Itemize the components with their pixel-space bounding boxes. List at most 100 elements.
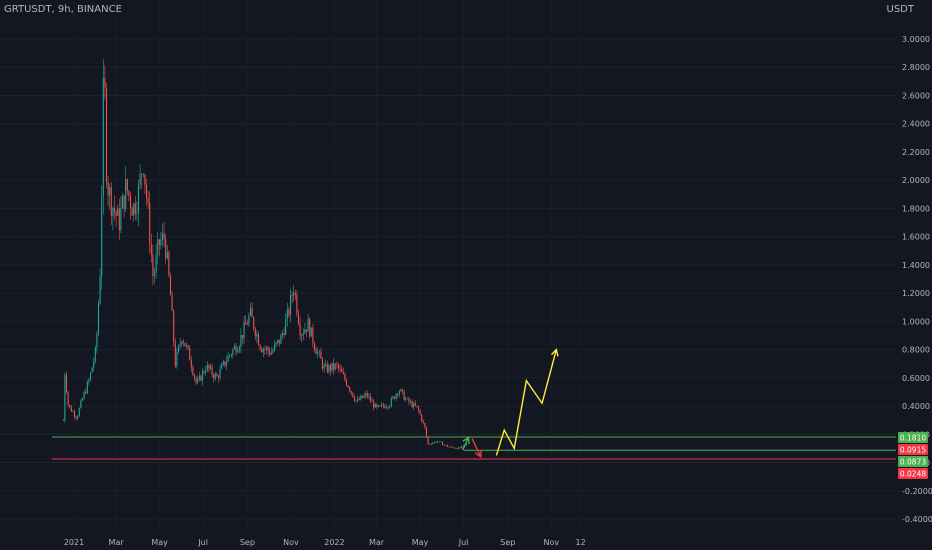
arrow-line[interactable]: [471, 438, 482, 458]
candle-body: [397, 394, 399, 395]
candle-body: [102, 78, 104, 197]
candle-body: [459, 447, 461, 449]
candle-body: [283, 333, 285, 335]
grid: [0, 38, 896, 520]
candle-body: [448, 446, 450, 448]
candle-body: [427, 436, 429, 444]
candle-body: [77, 416, 79, 419]
candle-body: [94, 347, 96, 362]
arrow-head: [462, 435, 470, 445]
candle-body: [451, 446, 453, 448]
candle-body: [233, 346, 236, 350]
candle-body: [262, 349, 264, 353]
y-tick-label: 3.0000: [902, 35, 930, 44]
candle-body: [160, 239, 162, 245]
candle-body: [280, 335, 282, 344]
candle-body: [85, 392, 87, 394]
candle-body: [192, 367, 194, 375]
candle-body: [400, 389, 402, 392]
candle-body: [93, 361, 95, 368]
candle-body: [387, 407, 389, 408]
candle-body: [129, 195, 132, 209]
candle-body: [163, 232, 165, 239]
candle-body: [171, 295, 173, 311]
candle-body: [277, 339, 279, 343]
y-tick-label: 1.0000: [902, 317, 930, 326]
drawings[interactable]: [462, 348, 559, 459]
candle-body: [377, 405, 380, 408]
price-label: 0.0873: [900, 458, 926, 467]
candle-body: [267, 347, 269, 351]
candle-body: [232, 349, 234, 355]
candle-body: [70, 406, 72, 412]
projection-path[interactable]: [495, 349, 558, 456]
candle-body: [177, 345, 180, 352]
candle-body: [331, 362, 333, 371]
candle-body: [193, 374, 196, 378]
candle-body: [419, 410, 421, 415]
candle-body: [310, 327, 312, 337]
candle-body: [115, 211, 117, 216]
candle-body: [197, 379, 199, 383]
candle-body: [361, 395, 364, 398]
candle-body: [456, 448, 458, 449]
candle-body: [421, 414, 423, 422]
candle-body: [205, 370, 207, 373]
candle-body: [278, 339, 280, 344]
candle-body: [405, 398, 407, 401]
candle-body: [429, 443, 431, 445]
candle-body: [241, 334, 244, 339]
time-axis[interactable]: 2021 Mar May Jul Sep Nov 2022 Mar May Jul Sep Nov 12: [64, 538, 586, 547]
y-tick-label: 1.6000: [902, 233, 930, 242]
candle-body: [235, 346, 237, 353]
candle-body: [320, 351, 322, 359]
candle-body: [209, 366, 212, 369]
candle-body: [123, 195, 125, 210]
price-labels: 0.1810 0.0915 0.0873 0.0248: [898, 432, 928, 479]
price-label: 0.1810: [900, 434, 926, 443]
candle-body: [301, 334, 303, 336]
candle-body: [107, 182, 109, 196]
candle-body: [417, 406, 420, 411]
x-tick-label: Sep: [500, 538, 515, 547]
candle-body: [184, 343, 186, 347]
candle-body: [358, 398, 360, 400]
x-tick-label: May: [151, 538, 168, 547]
candle-body: [117, 208, 119, 216]
candle-body: [398, 391, 400, 395]
candle-body: [357, 398, 359, 401]
candle-body: [384, 406, 386, 408]
candle-body: [363, 395, 365, 398]
candle-body: [168, 252, 170, 276]
x-tick-label: Sep: [240, 538, 255, 547]
candle-body: [413, 403, 415, 408]
candle-body: [368, 396, 370, 397]
price-label-box: [898, 444, 928, 455]
candle-body: [389, 405, 391, 408]
candle-body: [189, 347, 191, 361]
candle-body: [422, 421, 424, 423]
candle-body: [259, 345, 261, 349]
arrow-line[interactable]: [462, 436, 470, 451]
support-lines[interactable]: [51, 436, 896, 460]
candle-body: [257, 334, 260, 346]
y-tick-label: -0.2000: [902, 487, 932, 496]
candle-body: [109, 187, 111, 196]
y-tick-label: 2.2000: [902, 148, 930, 157]
price-label-box: [898, 432, 928, 443]
candle-body: [225, 361, 228, 366]
candle-body: [88, 379, 90, 382]
candle-body: [345, 379, 348, 386]
y-tick-label: 1.2000: [902, 289, 930, 298]
y-tick-label: 2.6000: [902, 91, 930, 100]
candle-body: [321, 358, 324, 369]
candle-body: [142, 174, 144, 175]
candle-body: [385, 407, 388, 408]
candle-body: [313, 343, 316, 350]
candle-body: [261, 348, 263, 353]
candle-body: [336, 364, 338, 365]
candle-body: [104, 78, 106, 89]
candle-body: [443, 444, 445, 446]
candle-body: [307, 318, 309, 332]
